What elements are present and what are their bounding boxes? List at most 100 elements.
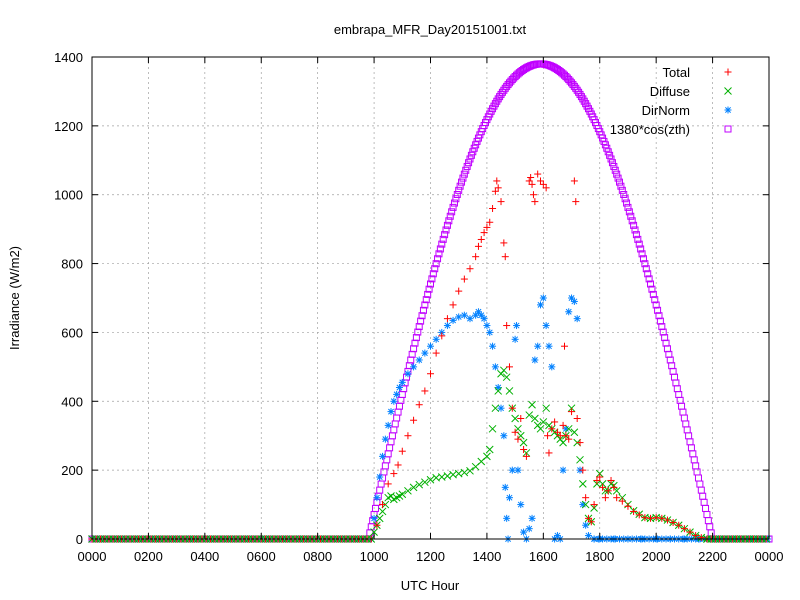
data-point [393, 390, 401, 398]
data-point [648, 285, 656, 293]
data-point [542, 404, 551, 413]
data-point [645, 275, 653, 283]
data-point [460, 275, 468, 283]
data-point [581, 500, 590, 509]
data-point [421, 478, 429, 487]
data-point [513, 322, 521, 330]
data-point [694, 474, 702, 482]
x-tick-label: 0000 [78, 549, 107, 564]
data-point [690, 456, 698, 464]
data-point [514, 466, 522, 474]
data-point [652, 301, 660, 309]
data-point [604, 148, 612, 156]
data-point [656, 317, 664, 325]
data-point [379, 501, 387, 509]
data-point [528, 514, 536, 522]
data-point [404, 486, 412, 495]
data-point [427, 370, 434, 378]
data-point [503, 322, 511, 330]
data-point [421, 301, 429, 309]
data-point [642, 265, 650, 273]
data-point [689, 450, 697, 458]
data-point [544, 432, 552, 440]
data-point [641, 514, 649, 522]
data-point [441, 231, 449, 239]
data-point [673, 385, 681, 393]
data-point [502, 373, 511, 382]
data-point [384, 421, 392, 429]
legend: Total Diffuse DirNorm 1380*cos(zth) [610, 65, 732, 137]
data-point [601, 494, 609, 502]
data-point [501, 483, 509, 491]
data-point [443, 472, 452, 480]
data-point [393, 414, 401, 422]
data-point [706, 523, 714, 531]
data-point [590, 501, 598, 509]
data-point [415, 323, 423, 331]
data-point [703, 511, 711, 519]
data-point [474, 242, 482, 250]
data-point [421, 349, 429, 357]
data-point [683, 426, 691, 434]
data-point [485, 445, 494, 454]
data-point [466, 466, 474, 475]
data-point [438, 240, 446, 248]
legend-marker [724, 106, 732, 114]
data-point [501, 253, 509, 261]
data-point [452, 195, 460, 203]
data-point [672, 379, 680, 387]
data-point [445, 217, 453, 225]
data-point [483, 452, 491, 461]
legend-label: 1380*cos(zth) [610, 122, 690, 137]
data-point [603, 144, 611, 152]
data-point [439, 235, 447, 243]
x-tick-label: 0200 [134, 549, 163, 564]
data-point [409, 483, 418, 492]
data-point [426, 475, 435, 484]
data-point [666, 356, 674, 364]
data-point [455, 313, 463, 321]
data-point [384, 480, 392, 488]
data-point [394, 408, 402, 416]
data-point [607, 155, 615, 163]
data-point [503, 514, 511, 522]
data-point [466, 155, 474, 163]
x-tick-label: 0600 [247, 549, 276, 564]
data-point [383, 456, 391, 464]
data-point [528, 400, 536, 409]
data-point [398, 391, 406, 399]
data-point [663, 516, 671, 524]
data-point [654, 306, 662, 314]
data-point [381, 435, 389, 443]
data-point [704, 517, 712, 525]
x-axis-label: UTC Hour [401, 578, 460, 593]
data-point [397, 396, 405, 404]
x-tick-label: 2200 [698, 549, 727, 564]
data-point [455, 186, 463, 194]
data-point [505, 363, 513, 371]
data-point [560, 342, 568, 350]
data-point [528, 180, 536, 188]
data-point [435, 250, 443, 258]
x-tick-label: 0800 [303, 549, 332, 564]
data-point [680, 414, 688, 422]
data-point [491, 404, 500, 413]
data-point [680, 525, 688, 533]
data-point [630, 507, 638, 515]
x-tick-label: 1600 [529, 549, 558, 564]
data-point [480, 229, 488, 237]
data-point [635, 240, 643, 248]
data-point [493, 177, 501, 185]
data-point [460, 468, 469, 477]
data-point [465, 159, 473, 167]
data-point [377, 480, 385, 488]
data-point [539, 294, 547, 302]
data-point [462, 166, 470, 174]
data-point [505, 387, 514, 395]
x-tick-label: 2000 [642, 549, 671, 564]
data-point [542, 184, 550, 192]
x-tick-label: 1800 [585, 549, 614, 564]
data-point [520, 528, 528, 536]
data-point [692, 462, 700, 470]
data-point [559, 466, 567, 474]
